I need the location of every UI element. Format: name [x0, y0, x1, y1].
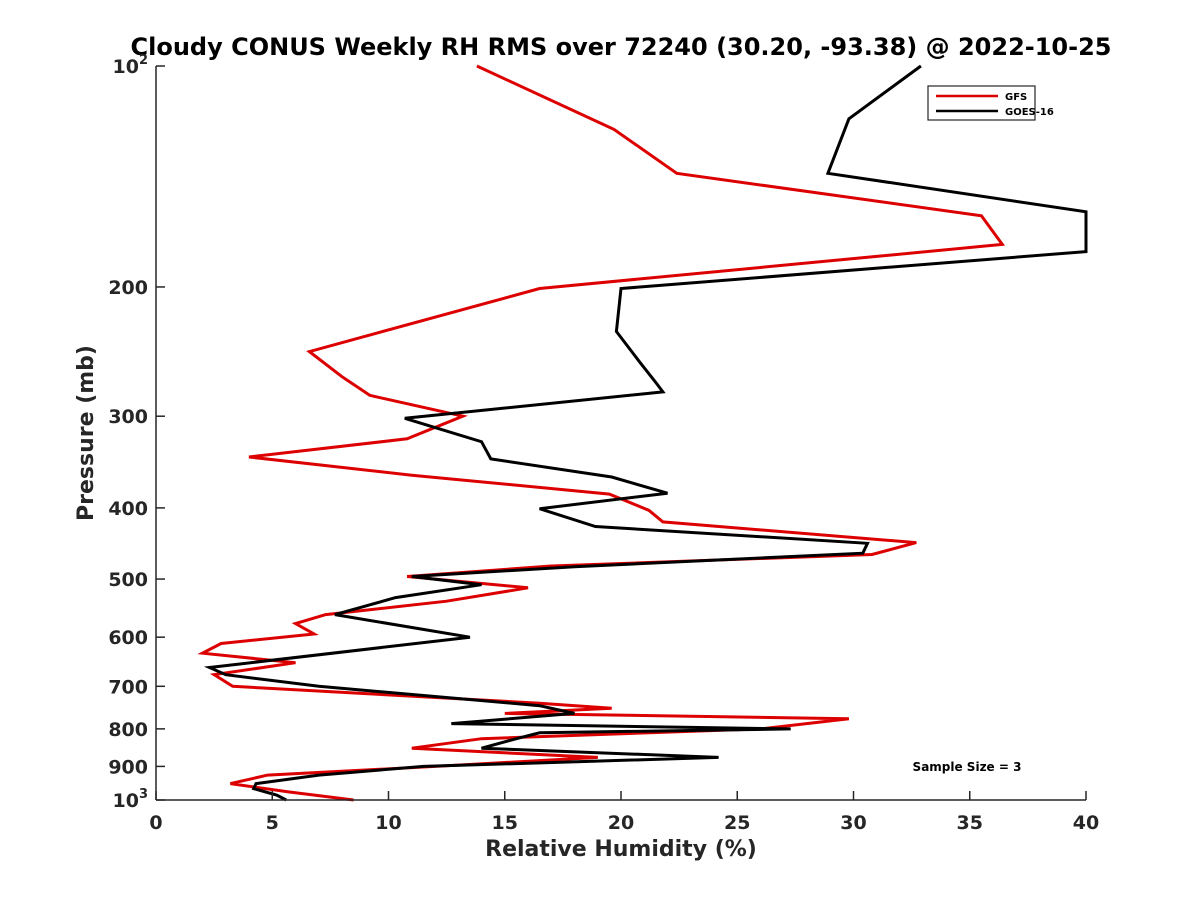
series-layer — [197, 64, 1088, 802]
x-tick-label: 0 — [149, 812, 162, 834]
x-tick-label: 20 — [608, 812, 634, 834]
x-tick-label: 5 — [266, 812, 279, 834]
y-tick-label: 700 — [108, 676, 148, 698]
x-axis-ticks: 0 5 10 15 20 25 30 35 40 — [149, 791, 1099, 834]
legend: GFS GOES-16 — [927, 85, 1054, 121]
y-tick-label: 102 — [113, 53, 149, 78]
sample-size-annotation: Sample Size = 3 — [913, 760, 1022, 774]
x-tick-label: 35 — [957, 812, 983, 834]
x-tick-label: 10 — [375, 812, 401, 834]
legend-box — [927, 85, 1036, 121]
chart-title: Cloudy CONUS Weekly RH RMS over 72240 (3… — [131, 33, 1112, 61]
y-tick-label: 800 — [108, 719, 148, 741]
x-tick-label: 40 — [1073, 812, 1099, 834]
legend-entry: GFS — [1005, 92, 1027, 103]
series-line-goes-16 — [203, 64, 1088, 802]
x-axis-label: Relative Humidity (%) — [485, 837, 757, 862]
y-tick-exponent: 3 — [139, 787, 148, 802]
y-tick-label: 900 — [108, 756, 148, 778]
y-tick-label: 500 — [108, 569, 148, 591]
y-tick-label: 300 — [108, 406, 148, 428]
y-tick-label: 200 — [108, 277, 148, 299]
y-axis-ticks: 102 200 300 400 500 600 700 800 900 103 — [108, 53, 165, 812]
legend-entry: GOES-16 — [1005, 107, 1054, 118]
x-tick-label: 25 — [724, 812, 750, 834]
y-tick-label: 103 — [113, 787, 149, 812]
x-tick-label: 30 — [840, 812, 866, 834]
series-line-gfs — [197, 64, 1006, 802]
y-tick-label: 400 — [108, 498, 148, 520]
y-tick-exponent: 2 — [139, 53, 148, 68]
plot-area — [155, 64, 1088, 802]
x-tick-label: 15 — [492, 812, 518, 834]
y-axis-label: Pressure (mb) — [74, 345, 99, 521]
y-tick-label: 600 — [108, 627, 148, 649]
